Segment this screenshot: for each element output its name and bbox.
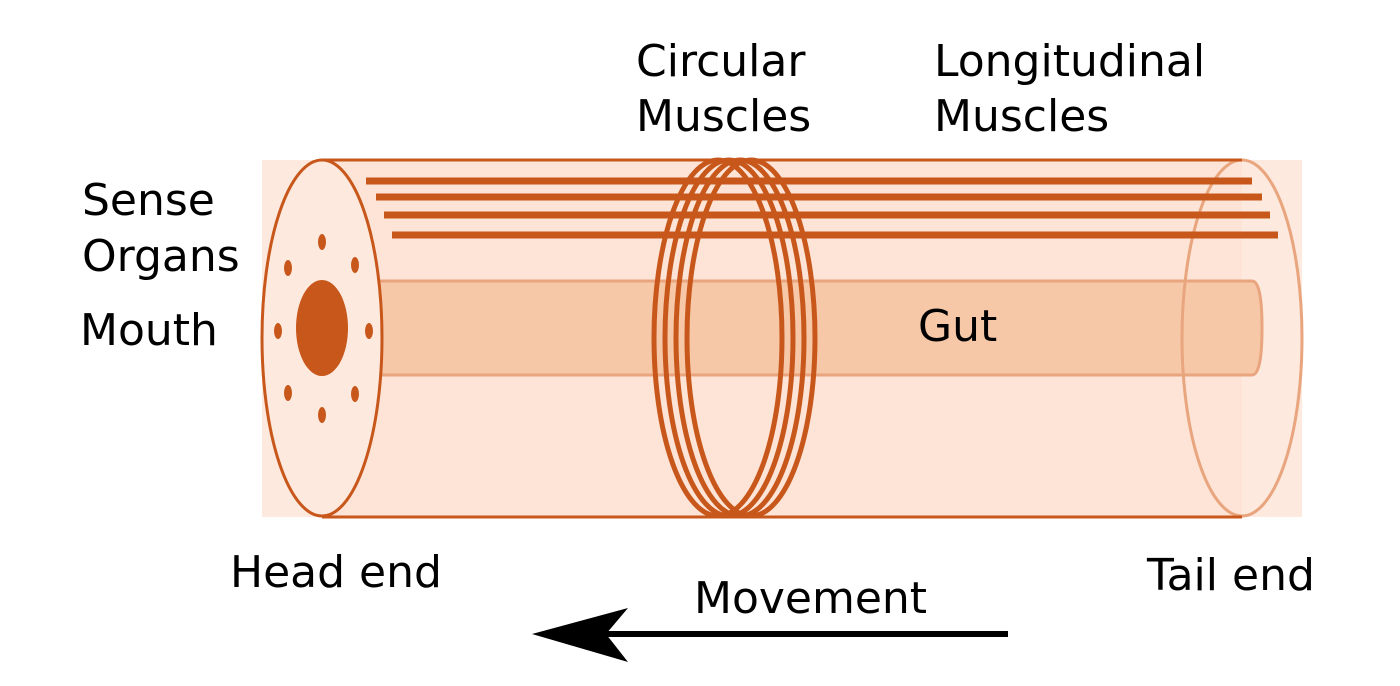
left-arrow-icon xyxy=(532,608,1008,662)
longitudinal-muscles-label-line1: Longitudinal xyxy=(934,36,1205,87)
sense-organs-label-line2: Organs xyxy=(82,231,240,282)
circular-muscle-4 xyxy=(684,157,818,519)
longitudinal-muscles-label-line2: Muscles xyxy=(934,91,1109,142)
sense-organ-dot xyxy=(318,407,326,423)
mouth-label: Mouth xyxy=(80,305,218,356)
sense-organ-dot xyxy=(274,323,282,339)
sense-organ-dot xyxy=(351,257,359,273)
circular-muscles xyxy=(651,157,818,519)
tail-end-label: Tail end xyxy=(1146,550,1315,601)
sense-organ-dot xyxy=(284,260,292,276)
head-end-label: Head end xyxy=(230,547,442,598)
circular-muscles-label-line2: Muscles xyxy=(636,91,811,142)
gut-label: Gut xyxy=(918,301,997,352)
longitudinal-muscles xyxy=(366,177,1278,239)
circular-muscles-label-line1: Circular xyxy=(636,36,806,87)
mouth-opening xyxy=(296,280,348,376)
movement-arrow-head xyxy=(532,608,628,662)
sense-organ-dot xyxy=(365,323,373,339)
movement-label: Movement xyxy=(694,573,927,624)
sense-organ-dot xyxy=(351,386,359,402)
sense-organ-dot xyxy=(284,385,292,401)
sense-organs xyxy=(274,234,373,423)
sense-organ-dot xyxy=(318,234,326,250)
sense-organs-label-line1: Sense xyxy=(82,175,215,226)
